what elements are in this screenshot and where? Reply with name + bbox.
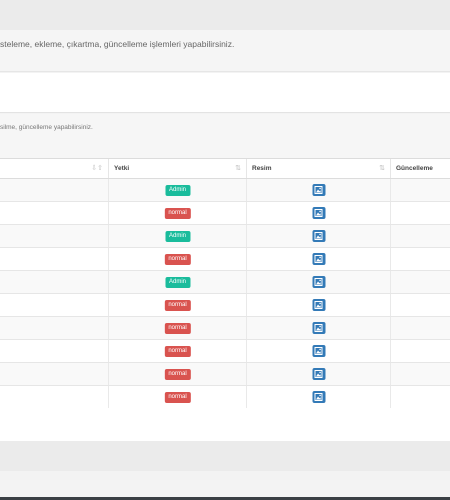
role-badge: normal — [164, 322, 191, 334]
image-icon — [314, 369, 323, 378]
role-badge: normal — [164, 368, 191, 380]
cell-yetki: normal — [109, 317, 247, 339]
table-row: Admin — [0, 271, 450, 294]
cell-yetki: Admin — [109, 179, 247, 201]
view-image-button[interactable] — [312, 390, 325, 403]
image-icon — [314, 277, 323, 286]
sort-icon: ⇅ — [235, 165, 241, 172]
cell-first — [0, 363, 109, 385]
cell-yetki: normal — [109, 340, 247, 362]
view-image-button[interactable] — [312, 252, 325, 265]
role-badge: normal — [164, 253, 191, 265]
image-icon — [314, 254, 323, 263]
sort-icon: ⇅ — [379, 165, 385, 172]
image-icon — [314, 231, 323, 240]
view-image-button[interactable] — [312, 344, 325, 357]
page-description: steleme, ekleme, çıkartma, güncelleme iş… — [0, 39, 235, 49]
table-footer-area — [0, 408, 450, 441]
cell-first — [0, 248, 109, 270]
cell-guncelleme — [391, 386, 450, 408]
role-badge: Admin — [164, 184, 191, 196]
cell-yetki: normal — [109, 386, 247, 408]
role-badge: normal — [164, 345, 191, 357]
view-image-button[interactable] — [312, 206, 325, 219]
footer-bar — [0, 441, 450, 471]
view-image-button[interactable] — [312, 298, 325, 311]
table-row: normal — [0, 248, 450, 271]
cell-resim — [247, 340, 391, 362]
table-row: Admin — [0, 179, 450, 202]
view-image-button[interactable] — [312, 275, 325, 288]
column-header-resim[interactable]: Resim ⇅ — [247, 159, 391, 178]
table-row: normal — [0, 340, 450, 363]
column-header-first[interactable]: ⇩⇧ — [0, 159, 109, 178]
table-description: silme, güncelleme yapabilirsiniz. — [0, 124, 93, 131]
image-icon — [314, 185, 323, 194]
column-header-yetki[interactable]: Yetki ⇅ — [109, 159, 247, 178]
page-description-bar: steleme, ekleme, çıkartma, güncelleme iş… — [0, 30, 450, 72]
cell-first — [0, 202, 109, 224]
view-image-button[interactable] — [312, 367, 325, 380]
cell-yetki: normal — [109, 363, 247, 385]
cell-resim — [247, 294, 391, 316]
cell-first — [0, 386, 109, 408]
cell-first — [0, 225, 109, 247]
table-body: Admin normal Admin normal Admin normal normal n… — [0, 179, 450, 409]
view-image-button[interactable] — [312, 183, 325, 196]
table-row: normal — [0, 386, 450, 409]
cell-guncelleme — [391, 340, 450, 362]
cell-first — [0, 179, 109, 201]
table-row: normal — [0, 317, 450, 340]
table-row: normal — [0, 294, 450, 317]
cell-yetki: Admin — [109, 271, 247, 293]
cell-guncelleme — [391, 317, 450, 339]
cell-guncelleme — [391, 179, 450, 201]
cell-yetki: normal — [109, 202, 247, 224]
cell-resim — [247, 225, 391, 247]
role-badge: normal — [164, 299, 191, 311]
image-icon — [314, 208, 323, 217]
cell-resim — [247, 271, 391, 293]
column-header-guncelleme[interactable]: Güncelleme — [396, 165, 433, 172]
table-description-bar: silme, güncelleme yapabilirsiniz. — [0, 114, 450, 158]
table-row: Admin — [0, 225, 450, 248]
role-badge: Admin — [164, 276, 191, 288]
cell-guncelleme — [391, 202, 450, 224]
cell-resim — [247, 179, 391, 201]
image-icon — [314, 346, 323, 355]
table-header: ⇩⇧ Yetki ⇅ Resim ⇅ Güncelleme — [0, 158, 450, 179]
cell-resim — [247, 363, 391, 385]
cell-resim — [247, 248, 391, 270]
cell-resim — [247, 317, 391, 339]
cell-first — [0, 340, 109, 362]
view-image-button[interactable] — [312, 229, 325, 242]
cell-resim — [247, 386, 391, 408]
table-row: normal — [0, 363, 450, 386]
sort-desc-icon: ⇩⇧ — [91, 165, 103, 172]
role-badge: normal — [164, 207, 191, 219]
cell-guncelleme — [391, 294, 450, 316]
cell-yetki: Admin — [109, 225, 247, 247]
role-badge: Admin — [164, 230, 191, 242]
cell-guncelleme — [391, 248, 450, 270]
cell-yetki: normal — [109, 294, 247, 316]
image-icon — [314, 392, 323, 401]
cell-resim — [247, 202, 391, 224]
image-icon — [314, 300, 323, 309]
table-row: normal — [0, 202, 450, 225]
cell-first — [0, 317, 109, 339]
filter-panel — [0, 73, 450, 113]
cell-first — [0, 294, 109, 316]
image-icon — [314, 323, 323, 332]
bottom-border — [0, 497, 450, 500]
users-table: ⇩⇧ Yetki ⇅ Resim ⇅ Güncelleme Admin norma… — [0, 158, 450, 409]
cell-yetki: normal — [109, 248, 247, 270]
cell-guncelleme — [391, 363, 450, 385]
cell-guncelleme — [391, 225, 450, 247]
cell-guncelleme — [391, 271, 450, 293]
cell-first — [0, 271, 109, 293]
role-badge: normal — [164, 391, 191, 403]
view-image-button[interactable] — [312, 321, 325, 334]
top-bar — [0, 0, 450, 30]
